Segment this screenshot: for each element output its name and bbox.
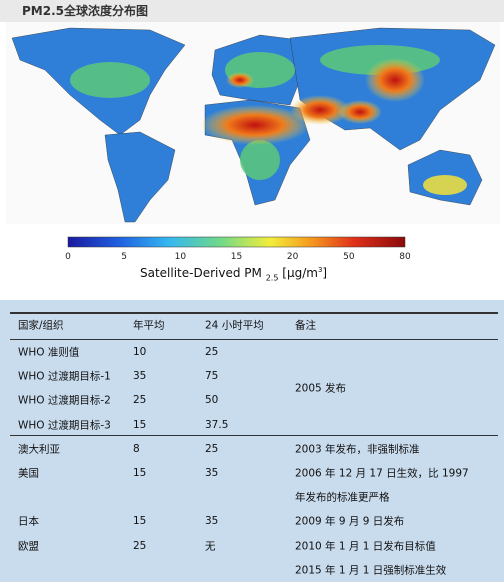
table-cell: 37.5 (205, 418, 229, 431)
table: 国家/组织 年平均 24 小时平均 备注 WHO 准则值 10 25 WHO 过渡期目标-1 3… (0, 300, 504, 582)
table-cell: 8 (133, 442, 140, 455)
colorbar-tick: 50 (343, 252, 355, 262)
rule (10, 312, 498, 314)
note: 2015 年 1 月 1 日强制标准生效 (295, 564, 447, 577)
rule (10, 339, 498, 340)
hot-zones (200, 58, 425, 145)
table-cell: 75 (205, 370, 219, 383)
header-cell: 年平均 (133, 319, 165, 332)
note: 2005 发布 (295, 382, 347, 395)
table-cell: 无 (205, 540, 216, 553)
header-cell: 备注 (295, 319, 316, 332)
table-cell: 欧盟 (18, 540, 39, 553)
table-cell: 澳大利亚 (18, 443, 60, 456)
note: 2003 年发布，非强制标准 (295, 443, 420, 456)
header-cell: 24 小时平均 (205, 319, 264, 332)
table-cell: 25 (205, 346, 219, 358)
colorbar (67, 236, 406, 248)
colorbar-tick: 10 (174, 252, 187, 262)
colorbar-label: Satellite-Derived PM 2.5 [μg/m3] (140, 266, 328, 283)
table-cell: 15 (133, 467, 147, 479)
table-cell: 25 (133, 539, 147, 552)
colorbar-tick: 80 (399, 252, 411, 262)
map (11, 27, 496, 248)
table-cell: 15 (133, 418, 147, 431)
colorbar-tick: 0 (65, 252, 71, 262)
title: PM2.5全球浓度分布图 (0, 0, 504, 22)
note: 2010 年 1 月 1 日发布目标值 (295, 540, 436, 553)
header-cell: 国家/组织 (18, 319, 64, 332)
table-cell: WHO 过渡期目标-3 (18, 419, 111, 432)
table-cell: 日本 (18, 515, 39, 528)
rule (10, 434, 498, 436)
table-cell: 10 (133, 346, 147, 358)
colorbar-tick: 5 (121, 252, 128, 262)
table-cell: 美国 (18, 467, 39, 480)
table-cell: 50 (205, 394, 219, 407)
table-cell: WHO 准则值 (18, 346, 80, 359)
table-cell: WHO 过渡期目标-1 (18, 370, 111, 383)
table-cell: 35 (205, 515, 219, 528)
table-cell: 35 (133, 370, 147, 383)
note: 2009 年 9 月 9 日发布 (295, 515, 405, 528)
table-cell: 35 (205, 467, 219, 479)
green-zones (70, 45, 467, 195)
table-cell: 25 (133, 394, 147, 407)
table-cell: WHO 过渡期目标-2 (18, 394, 111, 407)
table-cell: 15 (133, 515, 147, 528)
colorbar-tick: 20 (286, 252, 299, 262)
note: 2006 年 12 月 17 日生效，比 1997 (295, 467, 469, 480)
note: 年发布的标准更严格 (295, 491, 390, 504)
table-cell: 25 (205, 442, 219, 455)
colorbar-tick: 15 (230, 252, 243, 262)
